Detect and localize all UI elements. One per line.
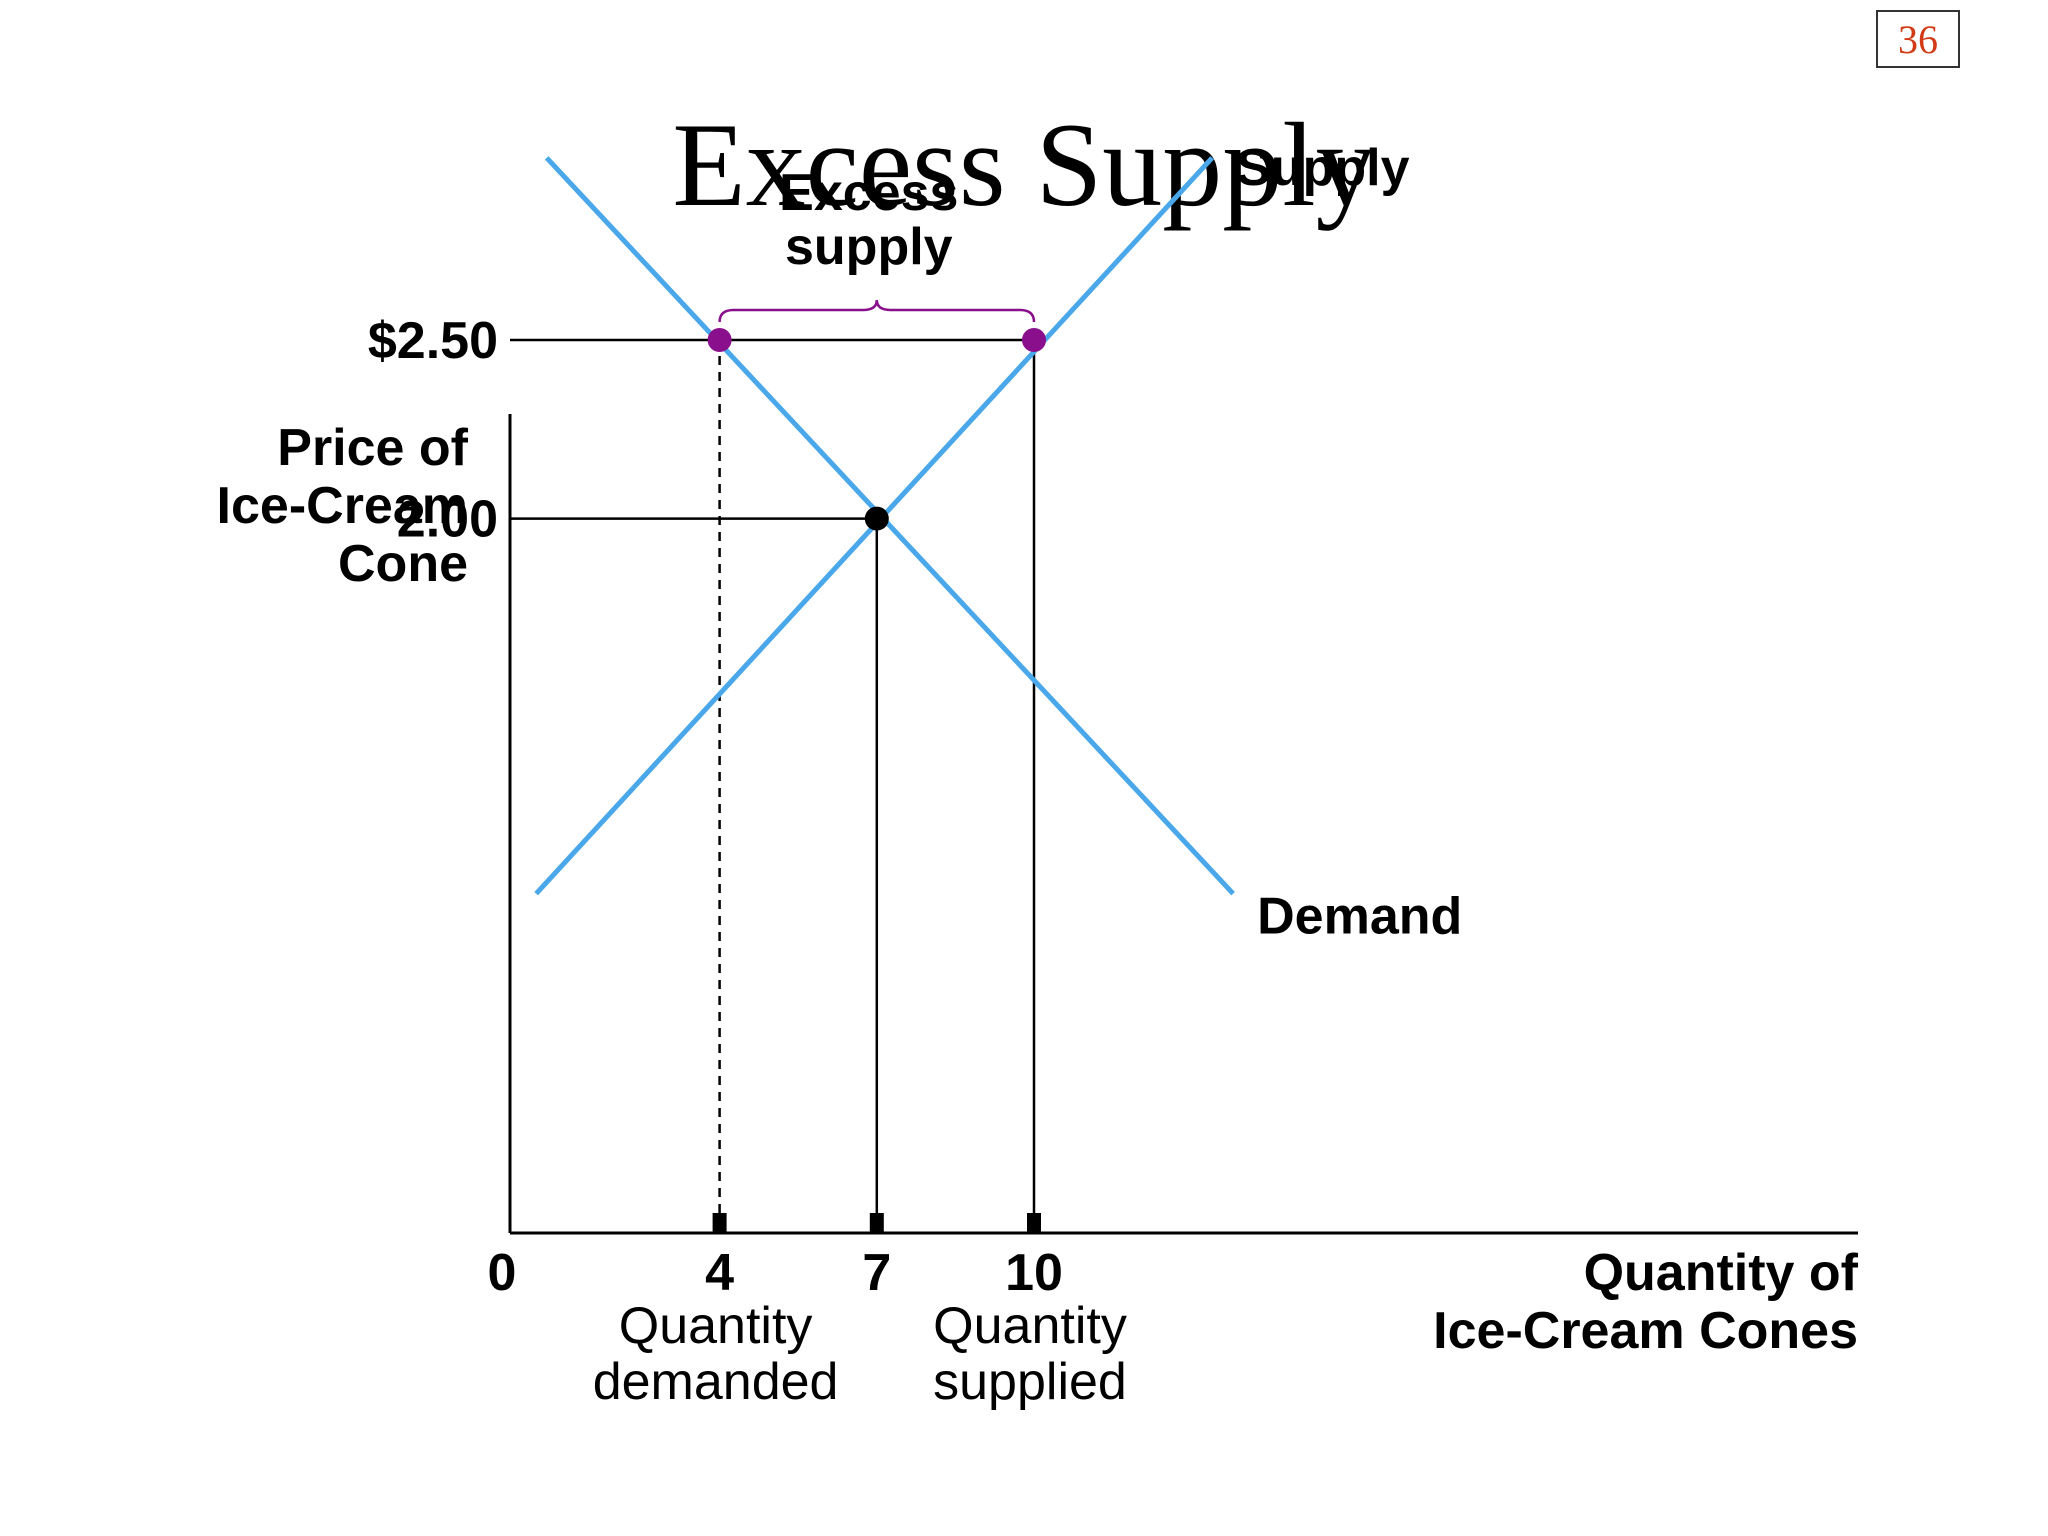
- x-tick-label-2: 10: [1005, 1244, 1063, 1302]
- data-points: [707, 328, 1046, 531]
- x-sublabel-2: Quantity supplied: [933, 1297, 1127, 1411]
- demand-line: [544, 156, 1235, 896]
- y-tick-label-0: $2.50: [368, 312, 498, 370]
- axes: [508, 414, 1858, 1235]
- x-tick-label-1: 7: [862, 1244, 891, 1302]
- data-point-1: [1022, 328, 1046, 352]
- origin-label: 0: [488, 1244, 517, 1302]
- guide-lines: [510, 338, 1041, 1233]
- y-axis-title: Price of Ice-Cream Cone: [217, 419, 469, 593]
- demand-label: Demand: [1257, 888, 1462, 946]
- x-tick-label-0: 4: [705, 1244, 734, 1302]
- x-axis-title: Quantity of Ice-Cream Cones: [1433, 1244, 1859, 1360]
- page-title: Excess Supply: [672, 98, 1376, 231]
- x-tick-mark: [712, 1213, 727, 1233]
- slide-number: 36: [1876, 10, 1960, 68]
- excess-supply-label: Excess supply: [779, 164, 958, 276]
- excess-supply-brace: [718, 299, 1036, 323]
- annotations: [718, 299, 1036, 323]
- data-point-0: [707, 328, 732, 352]
- x-sublabel-0: Quantity demanded: [593, 1297, 839, 1411]
- y-tick-label-1: 2.00: [397, 491, 498, 549]
- x-tick-mark: [869, 1213, 884, 1233]
- data-point-2: [864, 506, 889, 531]
- supply-label: Supply: [1236, 139, 1409, 197]
- x-tick-mark: [1027, 1213, 1041, 1233]
